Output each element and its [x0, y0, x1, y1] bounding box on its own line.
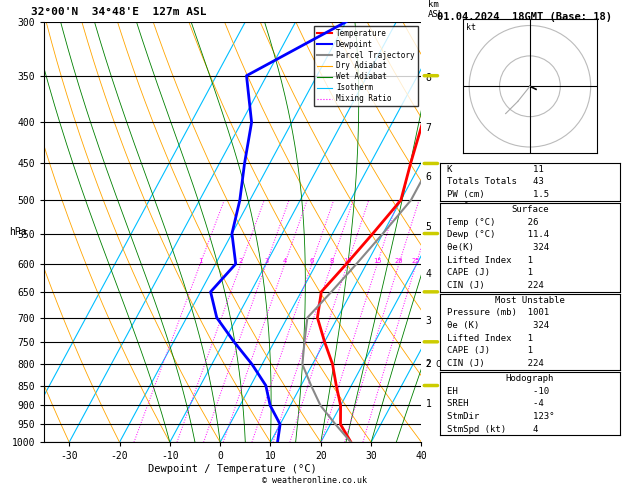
- Text: StmSpd (kt)     4: StmSpd (kt) 4: [447, 425, 539, 434]
- Text: 3: 3: [426, 316, 431, 326]
- Text: CIN (J)        224: CIN (J) 224: [447, 281, 544, 290]
- Text: StmDir          123°: StmDir 123°: [447, 412, 555, 421]
- Legend: Temperature, Dewpoint, Parcel Trajectory, Dry Adiabat, Wet Adiabat, Isotherm, Mi: Temperature, Dewpoint, Parcel Trajectory…: [314, 26, 418, 106]
- Text: Hodograph: Hodograph: [506, 374, 554, 383]
- Text: Lifted Index   1: Lifted Index 1: [447, 256, 533, 264]
- Text: 6: 6: [426, 172, 431, 182]
- Text: 4: 4: [426, 269, 431, 279]
- X-axis label: Dewpoint / Temperature (°C): Dewpoint / Temperature (°C): [148, 464, 317, 474]
- Text: 25: 25: [412, 258, 420, 264]
- Text: kt: kt: [466, 23, 476, 33]
- Text: θe(K)           324: θe(K) 324: [447, 243, 550, 252]
- Text: Most Unstable: Most Unstable: [495, 296, 565, 305]
- Text: PW (cm)         1.5: PW (cm) 1.5: [447, 190, 550, 199]
- Text: 4: 4: [282, 258, 287, 264]
- Text: 32°00'N  34°48'E  127m ASL: 32°00'N 34°48'E 127m ASL: [31, 7, 207, 17]
- Text: Lifted Index   1: Lifted Index 1: [447, 334, 533, 343]
- Text: km
ASL: km ASL: [428, 0, 444, 19]
- Text: 8: 8: [426, 73, 431, 83]
- Text: 3: 3: [264, 258, 269, 264]
- Text: 6: 6: [309, 258, 314, 264]
- Text: Temp (°C)      26: Temp (°C) 26: [447, 218, 539, 226]
- Text: EH              -10: EH -10: [447, 387, 550, 396]
- Text: 2 CL: 2 CL: [426, 360, 445, 369]
- Text: CIN (J)        224: CIN (J) 224: [447, 359, 544, 368]
- Text: 10: 10: [343, 258, 352, 264]
- Text: θe (K)          324: θe (K) 324: [447, 321, 550, 330]
- Text: 20: 20: [395, 258, 403, 264]
- Text: 1: 1: [426, 399, 431, 409]
- Text: Pressure (mb)  1001: Pressure (mb) 1001: [447, 309, 550, 317]
- Text: 1: 1: [198, 258, 203, 264]
- Text: K               11: K 11: [447, 165, 544, 174]
- Text: Totals Totals   43: Totals Totals 43: [447, 177, 544, 186]
- Text: 15: 15: [373, 258, 381, 264]
- Text: © weatheronline.co.uk: © weatheronline.co.uk: [262, 476, 367, 485]
- Text: CAPE (J)       1: CAPE (J) 1: [447, 347, 533, 355]
- Text: 2: 2: [239, 258, 243, 264]
- Text: Surface: Surface: [511, 205, 548, 214]
- Text: Mixing Ratio (g/kg): Mixing Ratio (g/kg): [466, 185, 475, 279]
- Text: 2: 2: [426, 359, 431, 369]
- Text: 5: 5: [426, 222, 431, 232]
- Text: 7: 7: [426, 123, 431, 133]
- Text: 01.04.2024  18GMT (Base: 18): 01.04.2024 18GMT (Base: 18): [437, 12, 612, 22]
- Text: Dewp (°C)      11.4: Dewp (°C) 11.4: [447, 230, 550, 239]
- Text: 8: 8: [330, 258, 334, 264]
- Text: CAPE (J)       1: CAPE (J) 1: [447, 268, 533, 277]
- Text: SREH            -4: SREH -4: [447, 399, 544, 408]
- Text: hPa: hPa: [9, 227, 26, 237]
